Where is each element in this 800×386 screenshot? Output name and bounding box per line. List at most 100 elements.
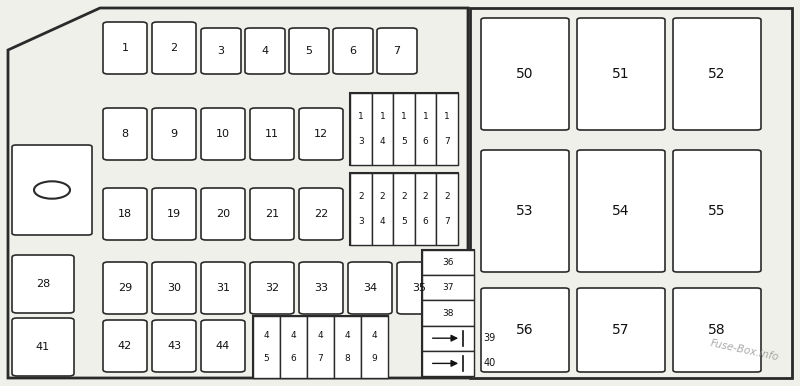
Text: 29: 29 (118, 283, 132, 293)
Text: 6: 6 (422, 217, 429, 227)
FancyBboxPatch shape (481, 288, 569, 372)
Text: 56: 56 (516, 323, 534, 337)
FancyBboxPatch shape (673, 18, 761, 130)
FancyBboxPatch shape (103, 262, 147, 314)
Text: 4: 4 (290, 331, 296, 340)
Text: 2: 2 (379, 191, 386, 201)
Text: 30: 30 (167, 283, 181, 293)
Bar (253, 316, 388, 378)
Text: 6: 6 (422, 137, 429, 146)
FancyBboxPatch shape (103, 22, 147, 74)
Text: 4: 4 (264, 331, 270, 340)
Text: 36: 36 (442, 258, 454, 267)
Text: 31: 31 (216, 283, 230, 293)
Text: 11: 11 (265, 129, 279, 139)
Text: 33: 33 (314, 283, 328, 293)
Bar (307, 316, 334, 378)
FancyBboxPatch shape (333, 28, 373, 74)
Bar (350, 173, 371, 245)
FancyBboxPatch shape (201, 188, 245, 240)
Text: 54: 54 (612, 204, 630, 218)
Circle shape (34, 181, 70, 199)
Text: 2: 2 (422, 191, 429, 201)
FancyBboxPatch shape (299, 262, 343, 314)
FancyBboxPatch shape (152, 108, 196, 160)
Text: 2: 2 (358, 191, 364, 201)
Text: 41: 41 (36, 342, 50, 352)
FancyBboxPatch shape (245, 28, 285, 74)
FancyBboxPatch shape (12, 318, 74, 376)
Bar (394, 173, 414, 245)
Text: 5: 5 (306, 46, 313, 56)
FancyBboxPatch shape (577, 150, 665, 272)
Text: 2: 2 (401, 191, 407, 201)
Bar (414, 93, 437, 165)
FancyBboxPatch shape (201, 108, 245, 160)
Text: 18: 18 (118, 209, 132, 219)
Bar (437, 173, 458, 245)
Text: 53: 53 (516, 204, 534, 218)
Text: 37: 37 (442, 283, 454, 292)
FancyBboxPatch shape (673, 288, 761, 372)
FancyBboxPatch shape (103, 188, 147, 240)
Bar (422, 275, 474, 300)
FancyBboxPatch shape (103, 320, 147, 372)
FancyBboxPatch shape (299, 108, 343, 160)
Text: 9: 9 (372, 354, 378, 363)
Text: 4: 4 (345, 331, 350, 340)
FancyBboxPatch shape (152, 262, 196, 314)
Text: 4: 4 (318, 331, 323, 340)
Bar (422, 250, 474, 275)
Text: 19: 19 (167, 209, 181, 219)
Text: 21: 21 (265, 209, 279, 219)
Bar (422, 351, 474, 376)
Text: 2: 2 (170, 43, 178, 53)
Text: 57: 57 (612, 323, 630, 337)
FancyBboxPatch shape (289, 28, 329, 74)
FancyBboxPatch shape (481, 18, 569, 130)
Text: 39: 39 (483, 333, 496, 343)
FancyBboxPatch shape (577, 18, 665, 130)
Bar (280, 316, 307, 378)
FancyBboxPatch shape (250, 188, 294, 240)
FancyBboxPatch shape (348, 262, 392, 314)
FancyBboxPatch shape (201, 320, 245, 372)
Text: 3: 3 (358, 137, 364, 146)
Bar (470, 8, 792, 378)
Text: 38: 38 (442, 308, 454, 318)
Text: 1: 1 (444, 112, 450, 120)
Text: 3: 3 (218, 46, 225, 56)
Bar (437, 93, 458, 165)
Text: 1: 1 (358, 112, 364, 120)
Bar (394, 93, 414, 165)
Bar (422, 300, 474, 326)
Text: 8: 8 (345, 354, 350, 363)
Text: 10: 10 (216, 129, 230, 139)
Text: 6: 6 (290, 354, 296, 363)
FancyBboxPatch shape (103, 108, 147, 160)
Text: 4: 4 (262, 46, 269, 56)
Text: 8: 8 (122, 129, 129, 139)
Bar (371, 93, 394, 165)
Bar (422, 250, 474, 376)
Text: 7: 7 (394, 46, 401, 56)
Text: 7: 7 (444, 217, 450, 227)
FancyBboxPatch shape (299, 188, 343, 240)
FancyBboxPatch shape (481, 150, 569, 272)
Text: 2: 2 (444, 191, 450, 201)
FancyBboxPatch shape (12, 145, 92, 235)
FancyBboxPatch shape (12, 255, 74, 313)
Text: 34: 34 (363, 283, 377, 293)
Text: 1: 1 (379, 112, 386, 120)
FancyBboxPatch shape (377, 28, 417, 74)
Bar (371, 173, 394, 245)
Text: 7: 7 (318, 354, 323, 363)
Polygon shape (8, 8, 468, 378)
Text: 58: 58 (708, 323, 726, 337)
Text: 6: 6 (350, 46, 357, 56)
Text: 5: 5 (264, 354, 270, 363)
Text: 4: 4 (379, 137, 386, 146)
FancyBboxPatch shape (397, 262, 441, 314)
Bar (350, 93, 458, 165)
FancyBboxPatch shape (673, 150, 761, 272)
